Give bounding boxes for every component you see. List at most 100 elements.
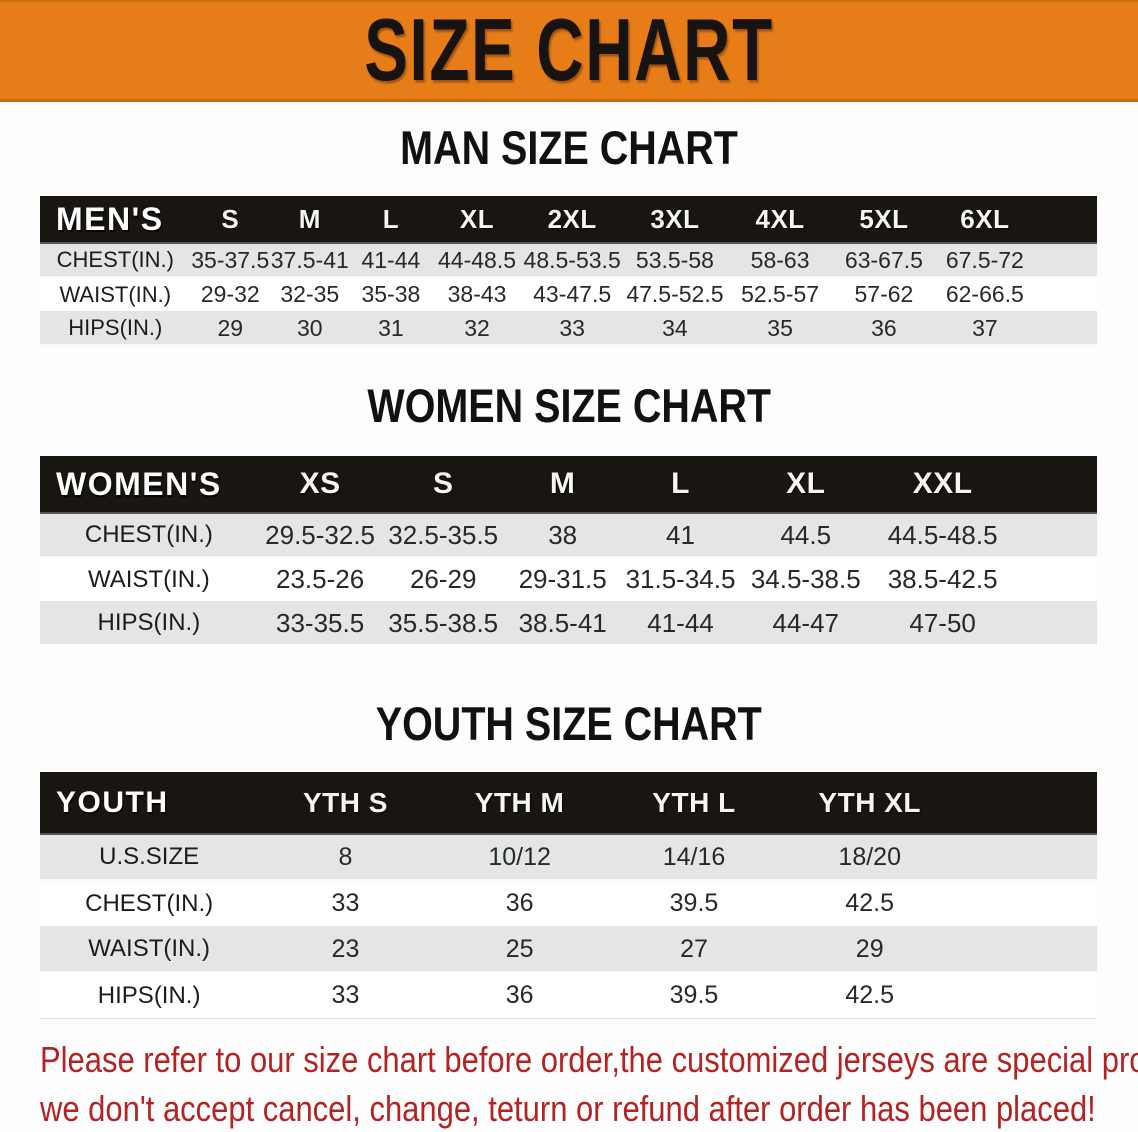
mens-value-cell: 38-43 xyxy=(447,281,507,307)
womens-value-cell: 26-29 xyxy=(409,564,477,594)
man-section-heading-text: MAN SIZE CHART xyxy=(400,121,738,174)
mens-header-row: MEN'S S M L XL 2XL 3XL 4XL 5XL 6XL xyxy=(40,196,1097,244)
mens-value-cell: 67.5-72 xyxy=(945,246,1024,273)
mens-value-cell: 35-38 xyxy=(361,281,421,307)
mens-column-header: 2XL xyxy=(547,203,597,234)
youth-value-cell: 23 xyxy=(331,934,360,963)
youth-size-table: YOUTH YTH S YTH M YTH L YTH XL U.S.SIZE 8 10/12… xyxy=(40,772,1097,1019)
youth-value-cell: 18/20 xyxy=(838,842,901,871)
youth-value-cell: 27 xyxy=(680,934,708,963)
youth-table-row: WAIST(IN.) 23 25 27 29 xyxy=(40,927,1097,973)
youth-value-cell: 29 xyxy=(855,934,884,963)
womens-value-cell: 38.5-42.5 xyxy=(887,564,998,594)
banner-title: SIZE CHART xyxy=(364,0,774,100)
youth-column-header: YTH S xyxy=(302,786,388,818)
womens-value-cell: 33-35.5 xyxy=(276,607,365,638)
mens-value-cell: 62-66.5 xyxy=(945,281,1024,307)
womens-table-row: CHEST(IN.) 29.5-32.5 32.5-35.5 38 41 44.5 44.5… xyxy=(40,514,1097,558)
mens-column-header: 5XL xyxy=(859,203,909,234)
womens-column-header: S xyxy=(432,467,454,500)
womens-value-cell: 32.5-35.5 xyxy=(388,519,499,550)
youth-value-cell: 42.5 xyxy=(845,981,895,1009)
man-section-heading: MAN SIZE CHART xyxy=(0,120,1138,176)
mens-value-cell: 37 xyxy=(972,314,998,341)
youth-column-header: YTH XL xyxy=(818,786,921,818)
youth-row-label: U.S.SIZE xyxy=(99,843,200,870)
mens-value-cell: 52.5-57 xyxy=(741,281,820,307)
womens-column-header: XS xyxy=(299,467,341,500)
youth-row-label: CHEST(IN.) xyxy=(85,889,214,917)
womens-size-table: WOMEN'S XS S M L XL XXL CHEST(IN.) 29.5-32.5 32.5… xyxy=(40,456,1097,646)
youth-column-header: YTH L xyxy=(652,786,736,818)
womens-value-cell: 31.5-34.5 xyxy=(625,564,736,594)
youth-value-cell: 8 xyxy=(338,842,353,871)
mens-table-row: WAIST(IN.) 29-32 32-35 35-38 38-43 43-47.5 47.… xyxy=(40,278,1097,312)
mens-value-cell: 43-47.5 xyxy=(533,281,612,307)
womens-row-label: HIPS(IN.) xyxy=(97,609,201,636)
mens-value-cell: 29 xyxy=(217,314,244,341)
womens-column-header: XL xyxy=(786,467,826,500)
youth-value-cell: 42.5 xyxy=(845,889,895,917)
mens-value-cell: 37.5-41 xyxy=(270,246,349,273)
mens-value-cell: 63-67.5 xyxy=(844,246,923,273)
mens-value-cell: 30 xyxy=(296,314,323,341)
womens-header-row: WOMEN'S XS S M L XL XXL xyxy=(40,456,1097,514)
mens-column-header: 3XL xyxy=(650,203,700,234)
youth-value-cell: 33 xyxy=(331,889,360,917)
mens-value-cell: 41-44 xyxy=(361,246,421,273)
womens-value-cell: 44-47 xyxy=(772,607,840,638)
mens-value-cell: 33 xyxy=(559,314,585,341)
disclaimer-line-1: Please refer to our size chart before or… xyxy=(40,1039,1138,1080)
womens-column-header: M xyxy=(549,467,576,500)
mens-value-cell: 53.5-58 xyxy=(635,246,714,273)
mens-column-header: L xyxy=(382,203,400,234)
womens-value-cell: 23.5-26 xyxy=(276,564,365,594)
youth-value-cell: 36 xyxy=(505,889,534,917)
disclaimer: Please refer to our size chart before or… xyxy=(40,1035,1138,1132)
mens-row-label: WAIST(IN.) xyxy=(59,281,172,307)
womens-value-cell: 38.5-41 xyxy=(518,607,607,638)
mens-value-cell: 35 xyxy=(767,314,793,341)
womens-row-label: WAIST(IN.) xyxy=(87,565,210,593)
disclaimer-line-2: we don't accept cancel, change, teturn o… xyxy=(40,1088,1096,1129)
mens-value-cell: 29-32 xyxy=(200,281,260,307)
banner: SIZE CHART xyxy=(0,0,1138,102)
mens-value-cell: 36 xyxy=(871,314,897,341)
mens-table-row: CHEST(IN.) 35-37.5 37.5-41 41-44 44-48.5 48.5… xyxy=(40,244,1097,278)
youth-section-heading-text: YOUTH SIZE CHART xyxy=(375,697,763,750)
mens-column-header: M xyxy=(298,203,321,234)
youth-value-cell: 25 xyxy=(505,934,534,963)
mens-value-cell: 47.5-52.5 xyxy=(626,281,724,307)
youth-section-heading: YOUTH SIZE CHART xyxy=(0,696,1138,752)
womens-value-cell: 47-50 xyxy=(909,607,976,638)
mens-row-label: HIPS(IN.) xyxy=(68,315,163,340)
womens-column-header: L xyxy=(671,467,690,500)
mens-column-header: 4XL xyxy=(755,203,805,234)
womens-value-cell: 44.5-48.5 xyxy=(887,519,998,550)
youth-value-cell: 39.5 xyxy=(669,889,719,917)
women-section-heading: WOMEN SIZE CHART xyxy=(0,378,1138,434)
youth-table-row: U.S.SIZE 8 10/12 14/16 18/20 xyxy=(40,835,1097,881)
mens-corner-label: MEN'S xyxy=(56,200,164,237)
youth-row-label: WAIST(IN.) xyxy=(88,935,211,962)
womens-value-cell: 41 xyxy=(666,519,695,550)
womens-table-row: HIPS(IN.) 33-35.5 35.5-38.5 38.5-41 41-44 44-… xyxy=(40,602,1097,646)
womens-value-cell: 29.5-32.5 xyxy=(265,519,376,550)
youth-corner-label: YOUTH xyxy=(56,785,169,819)
mens-value-cell: 44-48.5 xyxy=(438,246,517,273)
womens-value-cell: 38 xyxy=(548,519,578,550)
mens-value-cell: 32 xyxy=(464,314,490,341)
mens-value-cell: 35-37.5 xyxy=(191,246,270,273)
womens-table-row: WAIST(IN.) 23.5-26 26-29 29-31.5 31.5-34.5 34… xyxy=(40,558,1097,602)
womens-column-header: XXL xyxy=(912,467,973,500)
mens-value-cell: 32-35 xyxy=(280,281,340,307)
womens-value-cell: 34.5-38.5 xyxy=(750,564,861,594)
womens-value-cell: 29-31.5 xyxy=(518,564,607,594)
youth-row-label: HIPS(IN.) xyxy=(97,981,201,1009)
mens-size-table: MEN'S S M L XL 2XL 3XL 4XL 5XL 6XL CHEST(IN.) 35-37… xyxy=(40,196,1097,346)
womens-corner-label: WOMEN'S xyxy=(56,465,222,502)
womens-value-cell: 35.5-38.5 xyxy=(388,607,499,638)
mens-column-header: XL xyxy=(459,203,495,234)
youth-value-cell: 39.5 xyxy=(669,981,719,1009)
